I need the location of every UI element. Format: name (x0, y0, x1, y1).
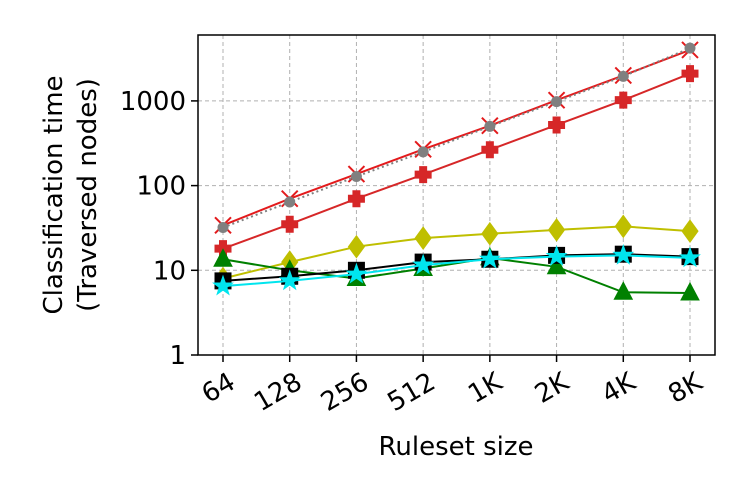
marker (545, 245, 568, 266)
line (222, 72, 691, 250)
x-tick-label: 64 (197, 367, 241, 410)
y-axis-label: (Traversed nodes) (73, 78, 103, 312)
y-axis-label: Classification time (39, 75, 69, 314)
marker (217, 222, 229, 234)
marker (412, 253, 435, 275)
marker (679, 246, 701, 268)
line (222, 47, 691, 229)
x-tick-label: 1K (463, 367, 508, 410)
marker (547, 218, 566, 242)
x-axis-label: Ruleset size (378, 432, 533, 462)
marker (281, 215, 299, 233)
marker (613, 281, 634, 300)
marker (481, 141, 499, 159)
line (222, 254, 691, 288)
marker (347, 190, 365, 208)
line (222, 225, 691, 280)
marker (548, 116, 566, 134)
line (222, 256, 691, 294)
marker (414, 166, 432, 184)
x-tick-label: 4K (597, 367, 642, 410)
plot-frame (197, 34, 716, 356)
x-tick-label: 128 (249, 367, 307, 418)
marker (614, 214, 632, 239)
y-tick-label: 1 (169, 341, 186, 371)
marker (681, 219, 699, 243)
line (222, 253, 691, 282)
y-tick-label: 1000 (120, 87, 186, 117)
marker (345, 262, 368, 284)
marker (278, 269, 301, 291)
marker (414, 226, 432, 250)
x-tick-label: 512 (383, 367, 441, 418)
marker (484, 120, 496, 132)
marker (417, 146, 429, 158)
marker (284, 196, 296, 208)
marker (478, 247, 501, 269)
marker (680, 281, 700, 301)
y-tick-label: 100 (136, 172, 186, 202)
x-tick-label: 8K (663, 367, 708, 410)
marker (612, 243, 635, 265)
x-tick-label: 2K (530, 367, 575, 410)
marker (617, 70, 629, 82)
marker (614, 91, 632, 109)
marker (481, 221, 499, 246)
x-tick-label: 256 (316, 367, 374, 418)
y-tick-label: 10 (153, 256, 186, 286)
marker (551, 96, 563, 108)
marker (681, 65, 699, 83)
marker (350, 171, 362, 183)
marker (347, 234, 366, 259)
marker (212, 274, 234, 296)
marker (684, 42, 696, 54)
marker (546, 255, 567, 275)
marker (213, 248, 233, 267)
